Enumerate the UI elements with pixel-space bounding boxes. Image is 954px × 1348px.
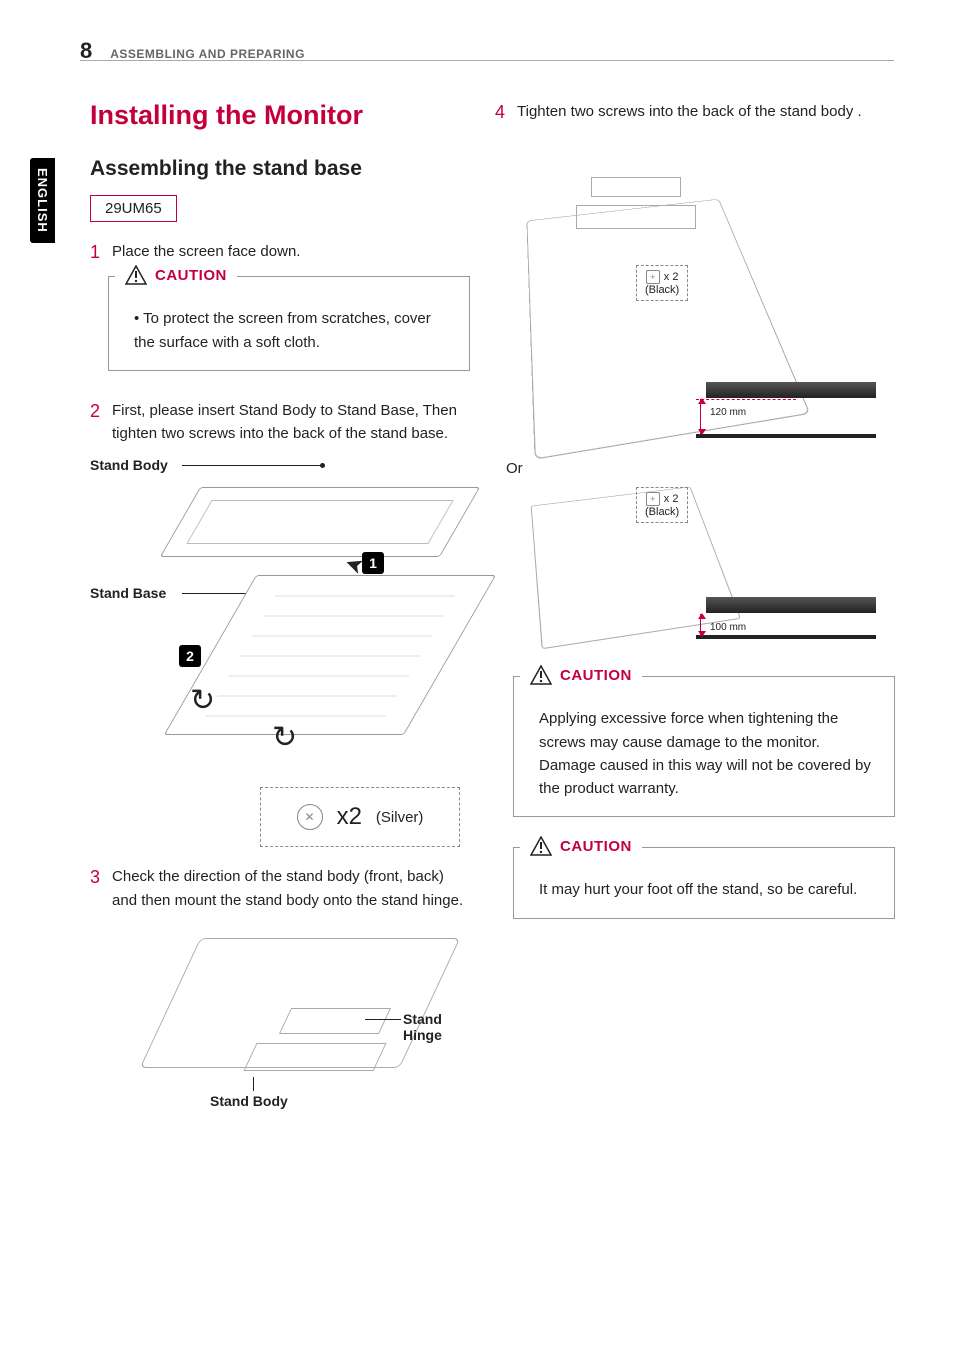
step-1: 1 Place the screen face down. <box>90 240 470 264</box>
screw-annotation: x2 (Silver) <box>260 787 460 847</box>
caution-box-foot: CAUTION It may hurt your foot off the st… <box>513 847 895 918</box>
step-3: 3 Check the direction of the stand body … <box>90 865 470 912</box>
caution-body: It may hurt your foot off the stand, so … <box>539 878 879 901</box>
screw-count: x 2 <box>664 493 679 505</box>
step-number: 4 <box>495 100 505 124</box>
step-number: 3 <box>90 865 100 889</box>
screw-color: (Silver) <box>376 809 424 826</box>
step-2: 2 First, please insert Stand Body to Sta… <box>90 399 470 446</box>
step-text: Place the screen face down. <box>112 240 300 263</box>
section-label: ASSEMBLING AND PREPARING <box>110 47 305 61</box>
stand-body-shape <box>576 205 696 229</box>
badge-1: 1 <box>362 552 384 574</box>
stand-hinge-shape <box>279 1008 391 1034</box>
stand-base-label: Stand Base <box>90 585 166 601</box>
step-text: Tighten two screws into the back of the … <box>517 100 862 123</box>
screw-annotation: x 2 (Black) <box>636 265 688 301</box>
header-rule <box>80 60 894 61</box>
caution-body: To protect the screen from scratches, co… <box>134 307 454 354</box>
rotate-arrow-icon: ↻ <box>190 683 215 718</box>
rotate-arrow-icon: ↻ <box>272 720 297 755</box>
subsection-title: Assembling the stand base <box>90 157 470 181</box>
caution-icon <box>125 265 147 285</box>
step-text: First, please insert Stand Body to Stand… <box>112 399 470 446</box>
screw-count: x 2 <box>664 271 679 283</box>
caution-icon <box>530 665 552 685</box>
stand-hinge-label: Stand Hinge <box>403 1011 470 1043</box>
screw-icon <box>646 492 660 506</box>
shelf-line <box>696 434 876 438</box>
screw-color: (Black) <box>645 506 679 518</box>
stand-hinge-shape <box>591 177 681 197</box>
stand-body-label: Stand Body <box>210 1093 288 1109</box>
caution-box-scratches: CAUTION To protect the screen from scrat… <box>108 276 470 371</box>
dimension-annotation: 120 mm <box>696 399 866 434</box>
stand-body-shape <box>243 1043 386 1071</box>
step-4: 4 Tighten two screws into the back of th… <box>495 100 895 124</box>
step-number: 1 <box>90 240 100 264</box>
screw-annotation: x 2 (Black) <box>636 487 688 523</box>
caution-icon <box>530 836 552 856</box>
page-title: Installing the Monitor <box>90 100 470 131</box>
language-tab: ENGLISH <box>30 158 55 243</box>
model-badge: 29UM65 <box>90 195 177 222</box>
dimension-annotation: 100 mm <box>696 614 866 636</box>
figure-step3: Stand Hinge Stand Body <box>90 928 470 1148</box>
step-text: Check the direction of the stand body (f… <box>112 865 470 912</box>
figure-step4: x 2 (Black) 120 mm Or x 2 (Black) 100 mm <box>495 136 895 646</box>
caution-body: Applying excessive force when tightening… <box>539 707 879 800</box>
monitor-side-view <box>706 597 876 613</box>
figure-step2: Stand Body Stand Base ➤ 1 2 ↻ ↻ x2 (Silv… <box>90 457 470 847</box>
caution-title: CAUTION <box>560 838 632 855</box>
leader-line <box>365 1019 401 1020</box>
stand-body-label: Stand Body <box>90 457 168 473</box>
screw-count: x2 <box>337 803 362 831</box>
monitor-side-view <box>706 382 876 398</box>
step-number: 2 <box>90 399 100 423</box>
caution-title: CAUTION <box>155 267 227 284</box>
screw-icon <box>297 804 323 830</box>
badge-2: 2 <box>179 645 201 667</box>
screw-icon <box>646 270 660 284</box>
leader-line <box>253 1077 254 1091</box>
screw-color: (Black) <box>645 284 679 296</box>
stand-body-shape <box>160 487 480 557</box>
or-label: Or <box>506 460 523 477</box>
caution-box-force: CAUTION Applying excessive force when ti… <box>513 676 895 817</box>
caution-title: CAUTION <box>560 667 632 684</box>
leader-line <box>182 465 322 466</box>
